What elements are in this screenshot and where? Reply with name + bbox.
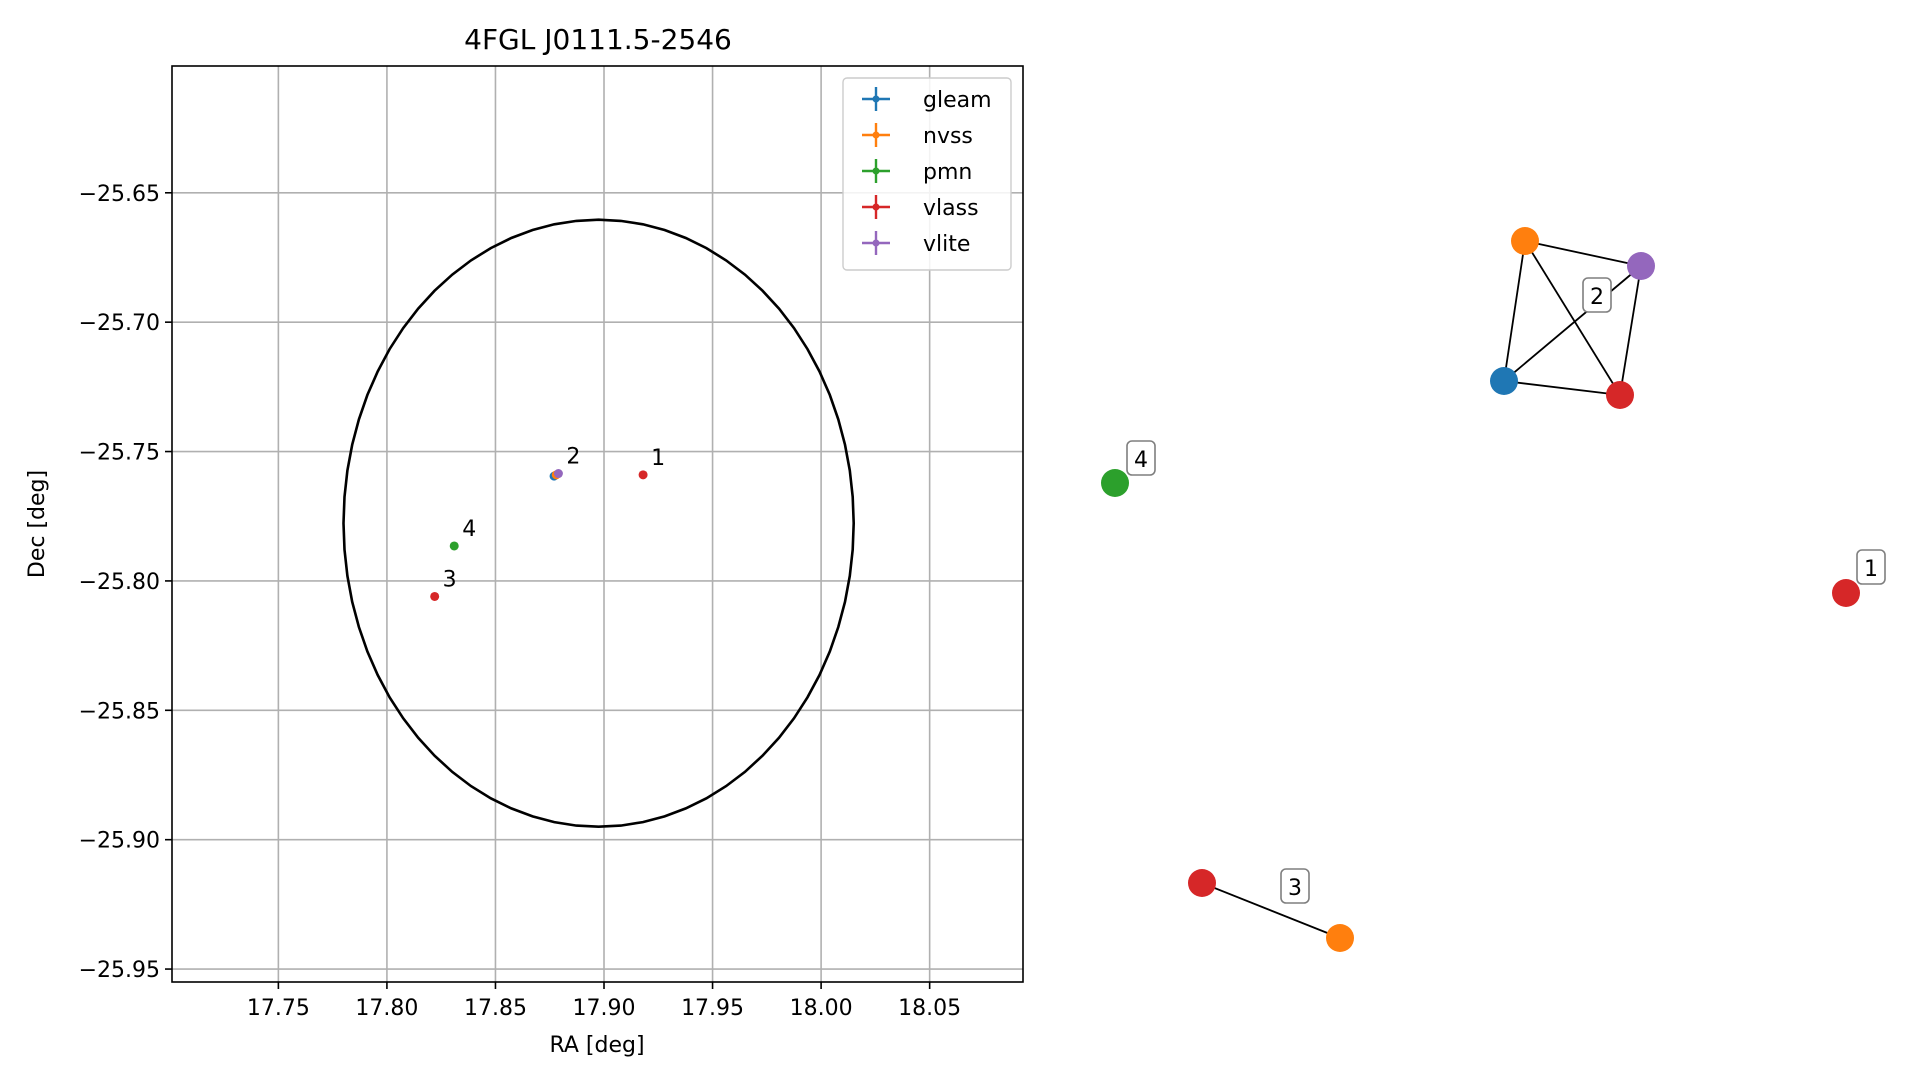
legend-entry-gleam: gleam — [862, 87, 992, 113]
legend-marker-dot — [872, 203, 880, 211]
network-edge — [1201, 882, 1341, 939]
x-tick-label: 18.00 — [790, 996, 853, 1021]
point-label-2: 2 — [566, 445, 580, 470]
network-node — [1490, 367, 1518, 395]
network-edge — [1619, 265, 1642, 396]
grid — [172, 66, 1023, 982]
network-edges — [1201, 240, 1642, 939]
x-axis-ticks: 17.75 17.80 17.85 17.90 17.95 18.00 18.05 — [247, 982, 961, 1021]
network-group-label-4: 4 — [1126, 440, 1156, 476]
x-tick-label: 17.80 — [355, 996, 418, 1021]
y-tick-label: −25.70 — [79, 311, 160, 336]
pmn-point — [449, 541, 459, 551]
label-box — [1856, 549, 1886, 585]
y-tick-label: −25.85 — [79, 699, 160, 724]
vlite-point — [553, 469, 563, 479]
point-label-3: 3 — [443, 567, 457, 592]
network-edge — [1503, 380, 1621, 396]
point-label-4: 4 — [462, 517, 476, 542]
legend-label: vlite — [923, 232, 970, 257]
network-node — [1511, 227, 1539, 255]
network-edge — [1524, 240, 1642, 267]
legend-marker-dot — [872, 239, 880, 247]
network-node — [1832, 579, 1860, 607]
x-tick-label: 17.85 — [464, 996, 527, 1021]
legend-label: pmn — [923, 160, 972, 185]
network-panel: 1 2 3 4 — [1101, 227, 1886, 952]
y-axis-label: Dec [deg] — [25, 470, 50, 578]
legend-box — [842, 77, 1012, 271]
vlass-point — [430, 591, 440, 601]
legend-label: gleam — [923, 88, 992, 113]
source-labels: 1 2 34 — [443, 445, 665, 593]
y-tick-label: −25.90 — [79, 829, 160, 854]
network-node — [1627, 252, 1655, 280]
label-text: 4 — [1134, 448, 1148, 473]
legend-entry-nvss: nvss — [862, 123, 973, 149]
legend-entry-pmn: pmn — [862, 159, 972, 185]
x-tick-label: 17.95 — [681, 996, 744, 1021]
network-edge — [1503, 240, 1526, 382]
axes-frame — [171, 65, 1024, 983]
label-text: 2 — [1590, 285, 1604, 310]
label-box — [1280, 868, 1310, 904]
label-box — [1582, 277, 1612, 313]
legend-marker-dot — [872, 95, 880, 103]
y-tick-label: −25.75 — [79, 441, 160, 466]
x-tick-label: 17.90 — [573, 996, 636, 1021]
y-tick-label: −25.80 — [79, 570, 160, 595]
network-node — [1101, 469, 1129, 497]
y-tick-label: −25.65 — [79, 182, 160, 207]
network-group-label-2: 2 — [1582, 277, 1612, 313]
x-tick-label: 18.05 — [898, 996, 961, 1021]
network-edge — [1503, 265, 1642, 382]
legend-entry-vlass: vlass — [862, 195, 979, 221]
label-text: 1 — [1864, 557, 1878, 582]
y-tick-label: −25.95 — [79, 958, 160, 983]
error-ellipse — [342, 218, 856, 829]
network-node — [1326, 924, 1354, 952]
legend-marker-dot — [872, 131, 880, 139]
label-box — [1126, 440, 1156, 476]
point-label-1: 1 — [651, 446, 665, 471]
legend-label: nvss — [923, 124, 973, 149]
legend-marker-dot — [872, 167, 880, 175]
network-group-labels: 1 2 3 4 — [1126, 277, 1886, 904]
network-node — [1606, 381, 1634, 409]
network-edge — [1524, 240, 1621, 396]
legend-label: vlass — [923, 196, 979, 221]
network-group-label-1: 1 — [1856, 549, 1886, 585]
sources — [430, 469, 648, 601]
chart-title: 4FGL J0111.5-2546 — [464, 23, 732, 56]
network-nodes — [1101, 227, 1860, 952]
network-node — [1188, 869, 1216, 897]
legend: gleam nvss pmn vlass vlite — [842, 77, 1012, 271]
x-axis-label: RA [deg] — [549, 1033, 644, 1058]
x-tick-label: 17.75 — [247, 996, 310, 1021]
legend-entry-vlite: vlite — [862, 231, 970, 257]
label-text: 3 — [1288, 876, 1302, 901]
network-group-label-3: 3 — [1280, 868, 1310, 904]
y-axis-ticks: −25.65 −25.70 −25.75 −25.80 −25.85 −25.90 −25.… — [79, 182, 172, 983]
vlass-point — [638, 470, 648, 480]
